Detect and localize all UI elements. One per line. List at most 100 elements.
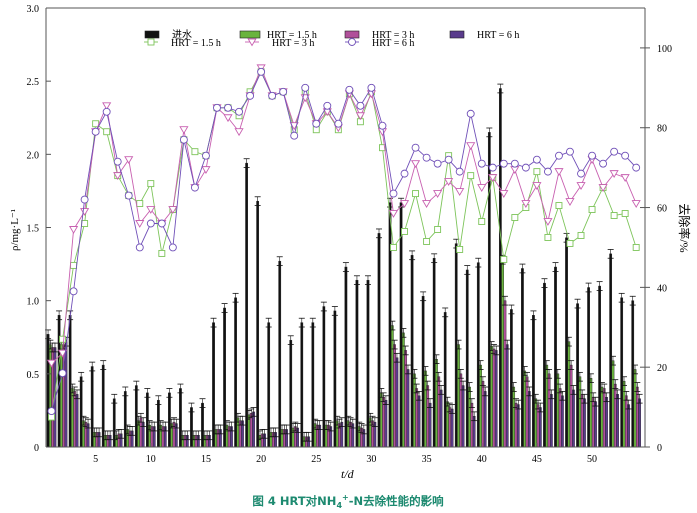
bar: [439, 389, 443, 448]
triangle-marker: [46, 359, 57, 368]
triangle-marker: [499, 190, 509, 198]
circle-marker: [466, 109, 475, 118]
circle-marker: [532, 155, 541, 164]
bar: [256, 200, 260, 448]
circle-marker: [202, 151, 210, 160]
bar: [437, 376, 441, 448]
bar: [613, 383, 617, 448]
bar: [415, 388, 419, 448]
bar: [123, 391, 127, 448]
bar: [635, 386, 639, 448]
circle-marker: [348, 38, 356, 46]
bar: [379, 392, 383, 448]
legend-label: HRT = 6 h: [372, 38, 414, 49]
square-marker: [555, 202, 563, 210]
bar: [523, 370, 527, 448]
bar: [245, 162, 248, 448]
legend-swatch: [239, 30, 261, 39]
triangle-marker: [565, 198, 575, 206]
bar: [543, 282, 546, 448]
triangle-marker: [455, 188, 465, 196]
x-tick-label: 15: [201, 454, 211, 465]
triangle-marker: [388, 210, 399, 218]
circle-marker: [257, 67, 266, 76]
triangle-marker: [223, 114, 233, 123]
bar: [426, 385, 430, 448]
triangle-marker: [609, 170, 619, 179]
bar: [388, 202, 392, 448]
circle-marker: [334, 119, 343, 128]
circle-marker: [179, 135, 188, 144]
bar: [554, 266, 557, 448]
bar: [583, 398, 586, 448]
circle-marker: [113, 157, 122, 166]
bar: [481, 380, 485, 448]
y-tick-label: 0: [34, 443, 39, 454]
y-axis-right-label: 去除率/%: [677, 203, 692, 252]
bar: [212, 322, 215, 448]
circle-marker: [80, 195, 89, 204]
series-line: [51, 70, 637, 412]
bar: [602, 388, 606, 448]
triangle-marker: [410, 160, 421, 169]
y-right-tick-label: 40: [657, 283, 667, 294]
bar: [503, 300, 507, 448]
x-axis-label: t/d: [341, 467, 355, 481]
bar: [512, 386, 516, 448]
x-tick-label: 20: [256, 454, 266, 465]
circle-marker: [279, 87, 288, 96]
legend-label: HRT = 1.5 h: [267, 30, 317, 41]
bar: [591, 397, 595, 448]
bar: [300, 322, 304, 448]
bar: [190, 407, 193, 448]
circle-marker: [168, 243, 177, 252]
bars-layer: [45, 83, 643, 448]
square-marker: [103, 128, 111, 136]
bar: [101, 364, 105, 448]
legend-label: 进水: [172, 29, 192, 41]
bar: [402, 332, 405, 448]
bar: [521, 268, 524, 448]
triangle-marker: [68, 226, 79, 234]
circle-marker: [135, 243, 144, 252]
triangle-marker: [532, 182, 542, 190]
bar: [624, 395, 628, 448]
circle-marker: [102, 107, 111, 116]
x-tick-label: 35: [422, 454, 432, 465]
bar: [399, 202, 403, 448]
x-tick-label: 40: [477, 454, 487, 465]
circle-marker: [301, 83, 310, 92]
bar: [561, 395, 564, 448]
triangle-marker: [201, 166, 211, 175]
bar: [428, 402, 432, 448]
bar: [516, 404, 520, 448]
bar: [600, 386, 604, 448]
bar: [333, 310, 337, 448]
figure-caption: 图 4 HRT对NH4+-N去除性能的影响: [252, 493, 443, 510]
bar: [457, 344, 460, 448]
series-line: [51, 66, 637, 364]
bar: [465, 269, 469, 448]
circle-marker: [488, 163, 497, 172]
bar: [390, 325, 394, 448]
square-marker: [158, 249, 166, 257]
lines-layer: [46, 64, 641, 421]
triangle-marker: [631, 200, 641, 208]
square-marker: [191, 148, 199, 156]
axes-layer: 5 10 15 20 25 30 35 40 45 50 0 0.5 1.0 1.5 2.0 2.5 3.0 0 2…: [27, 4, 673, 465]
bar: [545, 364, 549, 448]
square-marker: [610, 212, 618, 219]
square-marker: [136, 200, 144, 208]
bar: [567, 341, 571, 448]
bar: [79, 376, 83, 448]
bar: [620, 297, 624, 448]
bar: [432, 258, 436, 448]
bar: [536, 404, 540, 448]
y-axis-label: ρ/mg·L⁻¹: [9, 209, 21, 251]
square-marker: [533, 168, 541, 176]
legend-swatch: [449, 30, 465, 39]
bar: [638, 398, 641, 448]
circle-marker: [345, 85, 354, 94]
square-marker: [500, 255, 508, 263]
